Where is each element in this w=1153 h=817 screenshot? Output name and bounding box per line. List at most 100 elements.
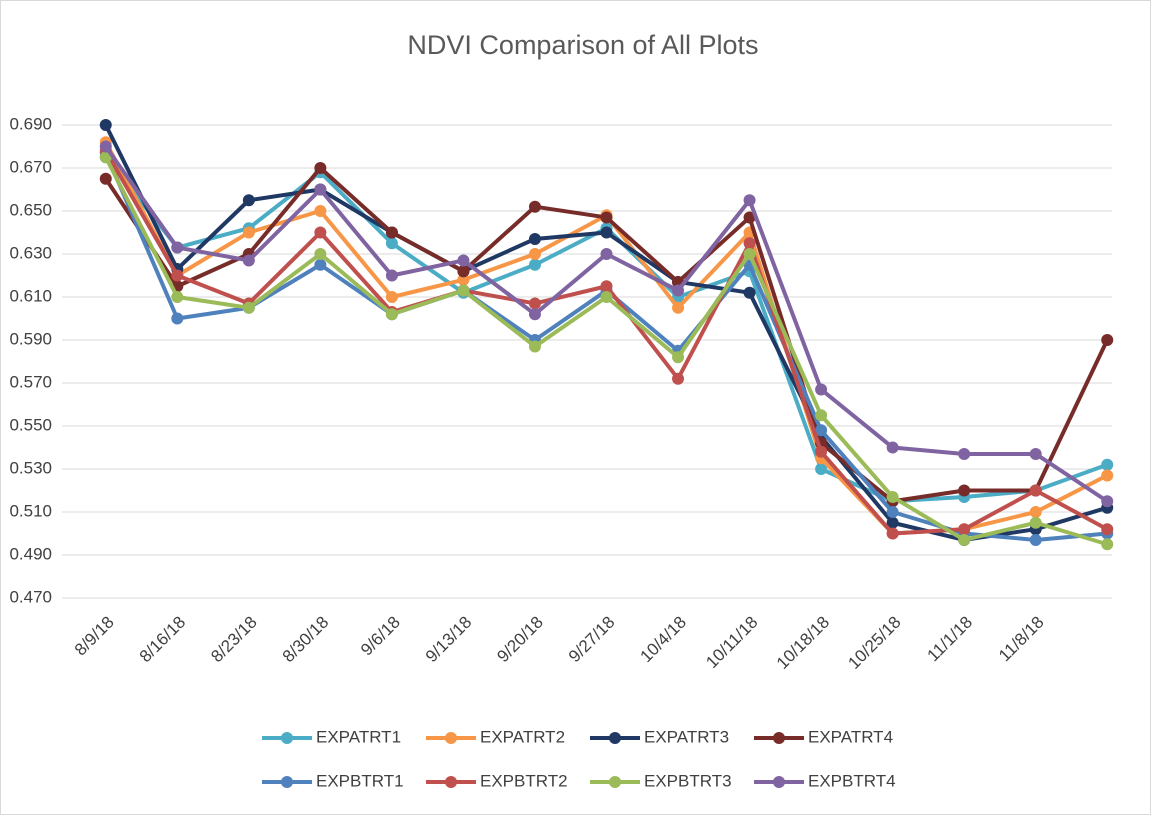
y-tick-label: 0.570	[9, 372, 52, 391]
legend-marker	[281, 732, 293, 744]
data-point	[314, 248, 327, 260]
data-point	[672, 284, 685, 297]
data-point	[528, 297, 541, 310]
data-point	[385, 291, 398, 303]
data-point	[886, 527, 899, 540]
data-point	[886, 516, 899, 529]
data-point	[600, 280, 613, 293]
y-tick-label: 0.670	[9, 157, 52, 176]
y-tick-label: 0.550	[9, 415, 52, 434]
legend-label: EXPBTRT3	[644, 771, 732, 790]
data-point	[743, 194, 756, 207]
y-tick-label: 0.590	[9, 329, 52, 348]
y-tick-label: 0.510	[9, 501, 52, 520]
data-point	[958, 533, 971, 546]
data-point	[886, 490, 899, 503]
data-point	[171, 312, 184, 325]
data-point	[314, 183, 327, 196]
data-point	[958, 523, 971, 536]
data-point	[528, 308, 541, 321]
data-point	[171, 269, 184, 282]
data-point	[1029, 484, 1042, 497]
legend-marker	[445, 732, 457, 744]
data-point	[385, 226, 398, 239]
data-point	[99, 151, 112, 164]
legend-label: EXPATRT3	[644, 727, 729, 746]
data-point	[815, 383, 828, 396]
legend-marker	[773, 732, 785, 744]
data-point	[815, 424, 828, 437]
data-point	[457, 273, 470, 286]
legend-marker	[773, 776, 785, 788]
data-point	[242, 301, 255, 314]
legend-label: EXPBTRT1	[316, 771, 404, 790]
data-point	[1101, 334, 1114, 346]
data-point	[1101, 538, 1114, 551]
data-point	[600, 211, 613, 224]
data-point	[958, 447, 971, 460]
data-point	[1101, 469, 1114, 482]
data-point	[886, 441, 899, 454]
data-point	[743, 286, 756, 299]
legend-label: EXPBTRT2	[480, 771, 568, 790]
data-point	[99, 140, 112, 153]
data-point	[528, 248, 541, 260]
data-point	[242, 194, 255, 207]
data-point	[99, 172, 112, 185]
data-point	[1101, 458, 1114, 471]
data-point	[314, 226, 327, 239]
data-point	[457, 265, 470, 278]
y-tick-label: 0.630	[9, 243, 52, 262]
data-point	[743, 211, 756, 224]
data-point	[600, 291, 613, 303]
y-tick-label: 0.530	[9, 458, 52, 477]
data-point	[743, 237, 756, 250]
data-point	[1101, 495, 1114, 508]
data-point	[314, 162, 327, 174]
data-point	[1029, 447, 1042, 460]
y-tick-label: 0.650	[9, 200, 52, 219]
legend-label: EXPATRT1	[316, 727, 401, 746]
data-point	[672, 351, 685, 364]
legend-marker	[609, 776, 621, 788]
data-point	[171, 291, 184, 303]
data-point	[314, 205, 327, 217]
y-tick-label: 0.470	[9, 587, 52, 606]
y-tick-label: 0.690	[9, 114, 52, 133]
data-point	[457, 254, 470, 267]
legend-marker	[445, 776, 457, 788]
data-point	[886, 506, 899, 518]
data-point	[528, 232, 541, 245]
legend-label: EXPATRT2	[480, 727, 565, 746]
data-point	[528, 258, 541, 271]
data-point	[385, 237, 398, 250]
data-point	[528, 200, 541, 213]
data-point	[171, 241, 184, 254]
data-point	[815, 409, 828, 422]
data-point	[385, 269, 398, 282]
data-point	[815, 463, 828, 475]
data-point	[958, 484, 971, 497]
data-point	[815, 445, 828, 458]
data-point	[672, 301, 685, 314]
data-point	[99, 119, 112, 131]
data-point	[1029, 533, 1042, 546]
legend-marker	[609, 732, 621, 744]
data-point	[743, 248, 756, 260]
data-point	[1029, 516, 1042, 529]
data-point	[457, 284, 470, 297]
legend-label: EXPATRT4	[808, 727, 893, 746]
y-tick-label: 0.610	[9, 286, 52, 305]
data-point	[528, 340, 541, 353]
chart-title: NDVI Comparison of All Plots	[407, 30, 758, 60]
legend-marker	[281, 776, 293, 788]
data-point	[242, 254, 255, 267]
data-point	[242, 226, 255, 239]
data-point	[600, 248, 613, 260]
data-point	[314, 258, 327, 271]
y-tick-label: 0.490	[9, 544, 52, 563]
data-point	[672, 372, 685, 385]
